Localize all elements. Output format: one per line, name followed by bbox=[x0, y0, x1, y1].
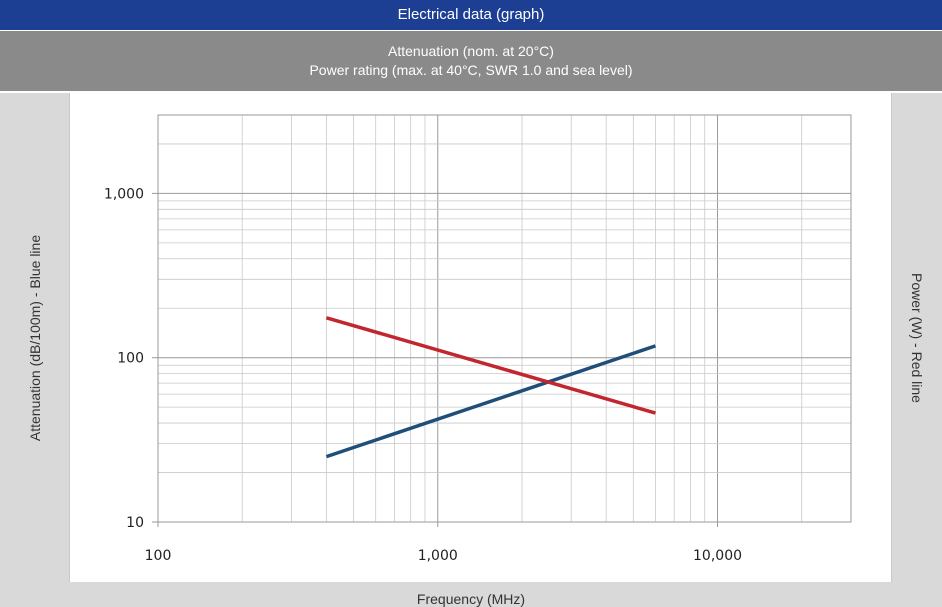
y-axis-label: Attenuation (dB/100m) - Blue line bbox=[26, 234, 43, 441]
plot-frame: 100 1,000 10,000 10 100 1,000 bbox=[69, 93, 892, 582]
y-axis-label-panel: Attenuation (dB/100m) - Blue line bbox=[0, 93, 69, 582]
chart-svg: 100 1,000 10,000 10 100 1,000 bbox=[104, 114, 852, 564]
attenuation-line bbox=[325, 344, 657, 459]
series-lines bbox=[325, 316, 657, 459]
x-tick-label: 1,000 bbox=[418, 548, 458, 564]
y2-axis-label: Power (W) - Red line bbox=[909, 272, 925, 403]
x-tick-label: 10,000 bbox=[693, 548, 742, 564]
grid bbox=[157, 114, 852, 523]
y-tick-label: 10 bbox=[126, 515, 144, 531]
y2-axis-label-panel: Power (W) - Red line bbox=[892, 93, 942, 582]
y-tick-label: 100 bbox=[117, 351, 144, 367]
x-axis-label-panel: Frequency (MHz) bbox=[0, 582, 942, 607]
power-line bbox=[325, 316, 656, 415]
y-tick-label: 1,000 bbox=[104, 186, 144, 202]
subtitle-line-attenuation: Attenuation (nom. at 20°C) bbox=[388, 43, 554, 59]
plot-area-border bbox=[157, 114, 852, 523]
x-tick-label: 100 bbox=[145, 548, 172, 564]
chart-subtitle: Attenuation (nom. at 20°C) Power rating … bbox=[0, 31, 942, 91]
chart-title: Electrical data (graph) bbox=[0, 0, 942, 31]
tick-labels: 100 1,000 10,000 10 100 1,000 bbox=[104, 186, 742, 564]
subtitle-line-power: Power rating (max. at 40°C, SWR 1.0 and … bbox=[309, 62, 633, 78]
x-axis-label: Frequency (MHz) bbox=[416, 591, 526, 607]
